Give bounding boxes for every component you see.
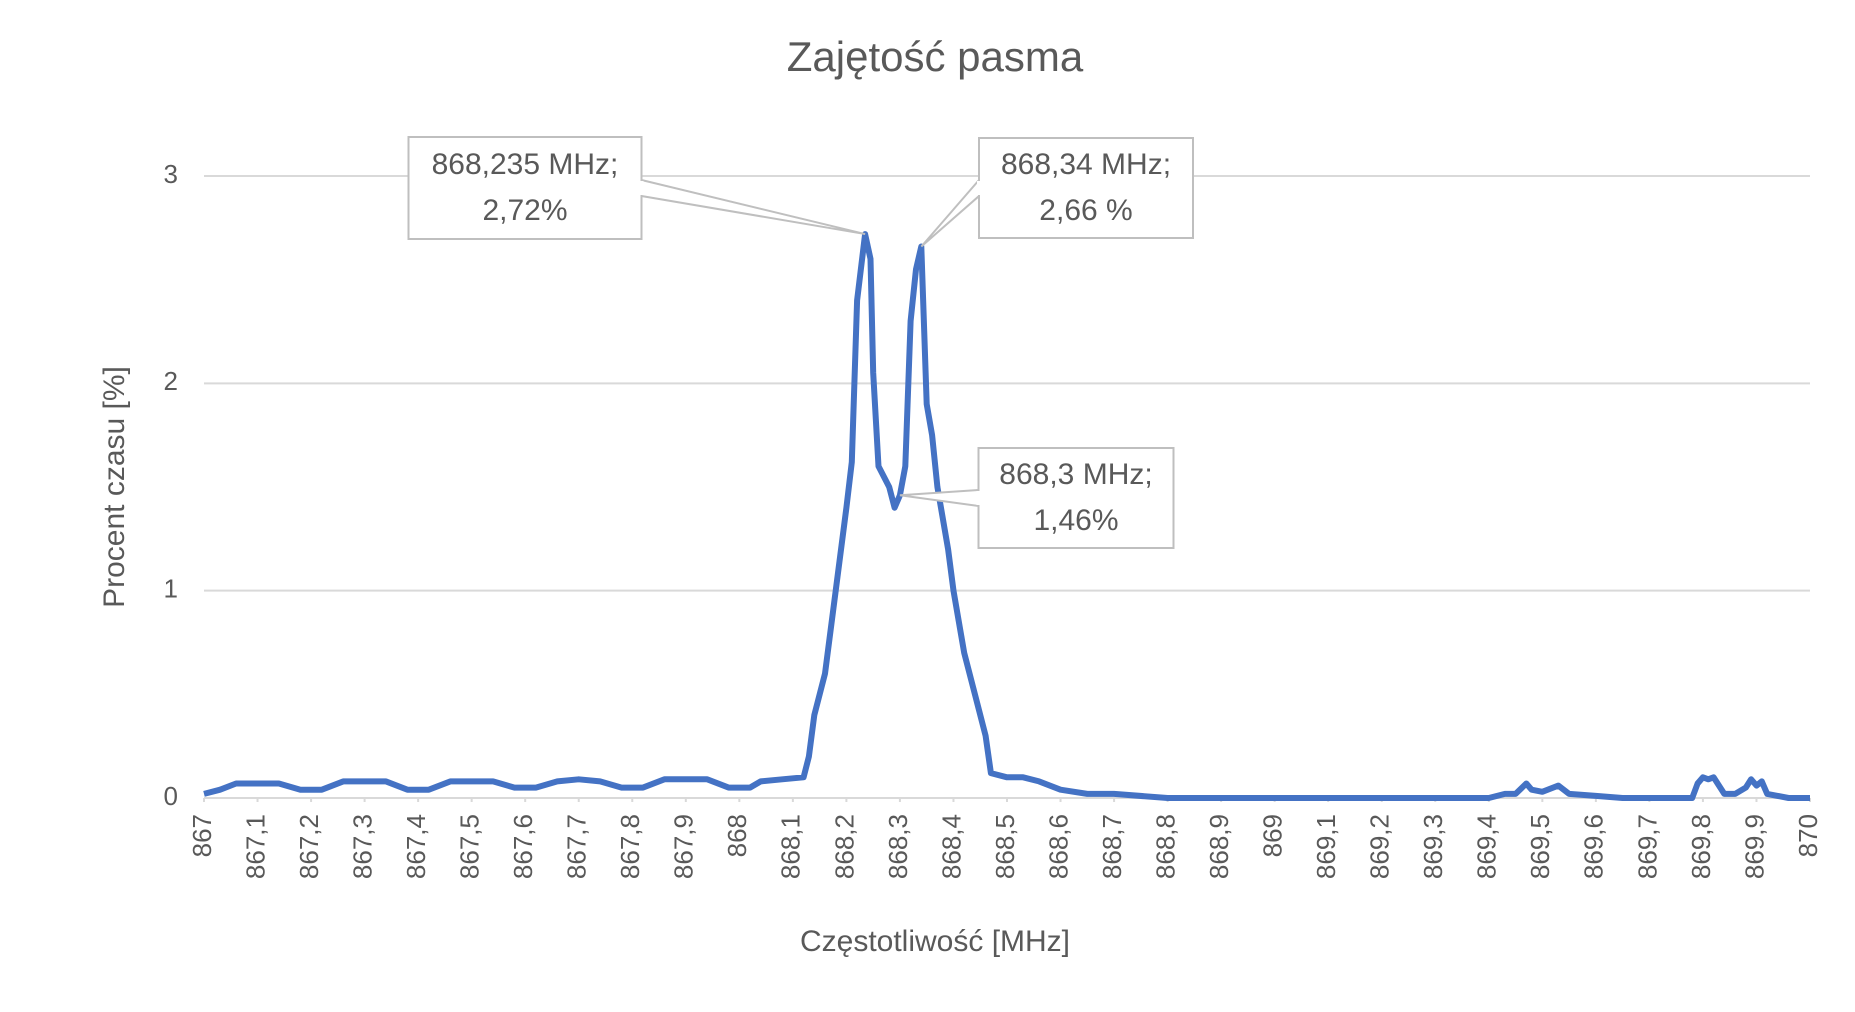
callout-leader [920,177,980,248]
x-tick-label: 869,2 [1365,814,1395,879]
callout-label: 868,235 MHz; [432,148,619,181]
callout-gap [639,181,644,195]
x-tick-label: 869,3 [1418,814,1448,879]
callout-box [978,137,1194,239]
x-tick-label: 868,7 [1097,814,1127,879]
y-tick-label: 1 [164,574,178,604]
x-tick-label: 867,4 [401,814,431,879]
callout-label: 2,66 % [1039,194,1132,227]
x-tick-label: 867 [187,814,217,857]
x-tick-label: 869,7 [1632,814,1662,879]
y-tick-label: 0 [164,781,178,811]
callout-box [407,136,643,240]
x-tick-label: 867,8 [615,814,645,879]
callout-leader [640,178,866,236]
x-tick-label: 869 [1258,814,1288,857]
x-tick-label: 867,9 [669,814,699,879]
data-line [203,231,1810,801]
x-tick-label: 867,7 [562,814,592,879]
x-tick-label: 869,9 [1739,814,1769,879]
x-tick-label: 869,1 [1311,814,1341,879]
x-tick-label: 867,1 [240,814,270,879]
x-tick-label: 867,2 [294,814,324,879]
y-axis-title: Procent czasu [%] [98,366,131,608]
callout-gap [976,491,981,505]
x-tick-label: 868 [722,814,752,857]
x-axis-title: Częstotliwość [MHz] [800,925,1070,958]
callout-label: 2,72% [482,194,567,227]
chart-title: Zajętość pasma [787,33,1084,80]
x-tick-label: 868,4 [936,814,966,879]
x-tick-label: 869,5 [1525,814,1555,879]
x-tick-label: 868,9 [1204,814,1234,879]
x-tick-label: 868,3 [883,814,913,879]
x-tick-label: 868,6 [1043,814,1073,879]
x-tick-label: 867,5 [455,814,485,879]
callout-label: 1,46% [1033,504,1118,537]
x-tick-label: 868,8 [1150,814,1180,879]
x-tick-label: 867,6 [508,814,538,879]
y-tick-label: 2 [164,366,178,396]
x-tick-label: 870 [1793,814,1823,857]
x-tick-label: 869,8 [1686,814,1716,879]
x-tick-label: 868,1 [776,814,806,879]
x-tick-label: 867,3 [347,814,377,879]
callout-label: 868,3 MHz; [999,458,1152,491]
x-tick-label: 869,6 [1579,814,1609,879]
y-tick-label: 3 [164,159,178,189]
callout-box [977,447,1175,549]
callout-label: 868,34 MHz; [1001,148,1171,181]
x-tick-label: 868,5 [990,814,1020,879]
x-tick-label: 869,4 [1472,814,1502,879]
x-tick-label: 868,2 [829,814,859,879]
callout-gap [977,181,981,195]
